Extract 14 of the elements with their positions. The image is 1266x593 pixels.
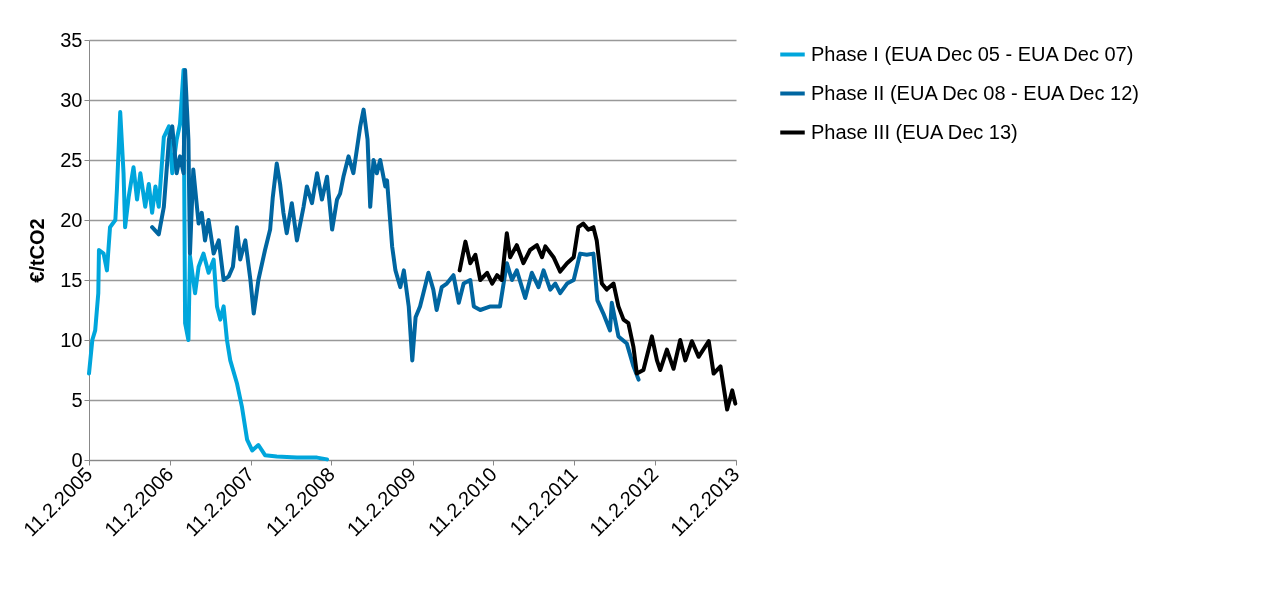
y-tick-label: 25 bbox=[60, 148, 83, 171]
legend-label: Phase II (EUA Dec 08 - EUA Dec 12) bbox=[811, 81, 1139, 104]
legend-label: Phase I (EUA Dec 05 - EUA Dec 07) bbox=[811, 42, 1134, 65]
line-series bbox=[457, 221, 738, 412]
y-tick-label: 5 bbox=[71, 388, 83, 411]
y-tick-label: 15 bbox=[60, 268, 83, 291]
y-tick-label: 35 bbox=[60, 28, 83, 51]
line-series bbox=[150, 68, 641, 382]
y-tick-label: 10 bbox=[60, 328, 83, 351]
y-tick-label: 20 bbox=[60, 208, 83, 231]
y-tick-label: 30 bbox=[60, 88, 83, 111]
legend-label: Phase III (EUA Dec 13) bbox=[811, 120, 1018, 143]
line-series bbox=[87, 68, 330, 462]
y-axis-title: €/tCO2 bbox=[26, 218, 49, 283]
